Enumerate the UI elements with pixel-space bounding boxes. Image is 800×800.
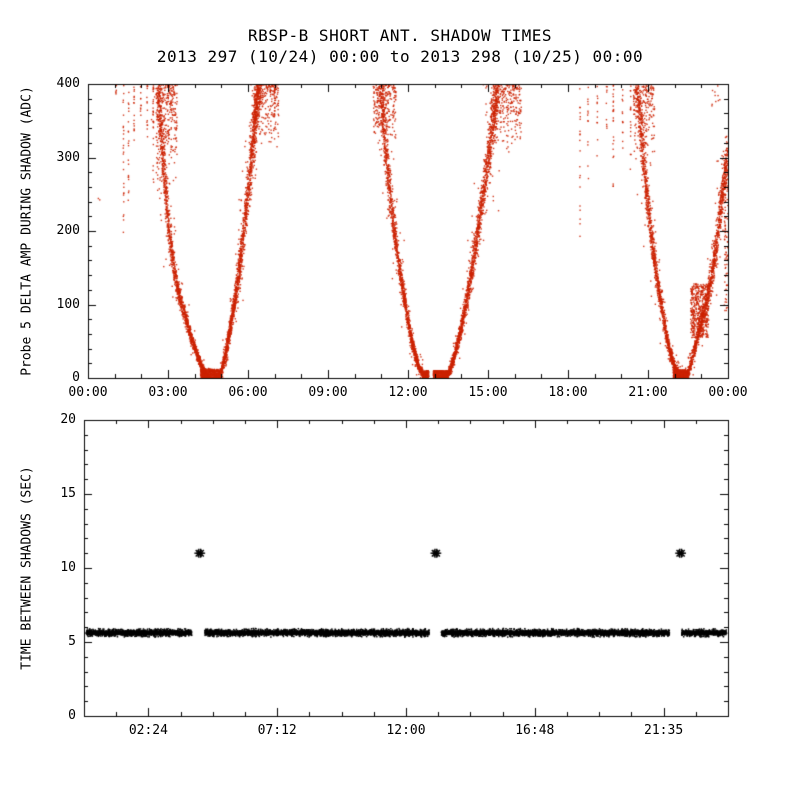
top-y-tick-label: 0 [72,370,80,385]
top-x-tick-label: 00:00 [68,385,108,400]
bottom-x-tick-label: 21:35 [644,723,684,738]
bottom-y-tick-label: 15 [60,486,76,501]
top-x-tick-label: 15:00 [468,385,508,400]
top-y-tick-label: 100 [56,296,80,312]
top-x-tick-label: 09:00 [308,385,348,400]
bottom-y-tick-label: 5 [68,634,76,649]
top-y-tick-label: 200 [56,223,80,238]
top-x-tick-label: 12:00 [388,385,428,400]
bottom-x-tick-label: 07:12 [257,723,297,738]
bottom-y-tick-label: 0 [68,708,76,723]
top-x-tick-label: 21:00 [628,385,668,400]
bottom-x-tick-label: 12:00 [386,723,426,738]
bottom-y-tick-label: 10 [60,560,76,575]
bottom-y-tick-label: 20 [60,412,76,427]
bottom-x-tick-label: 16:48 [515,723,555,738]
top-y-tick-label: 300 [56,149,80,165]
top-y-tick-label: 400 [56,76,80,91]
top-x-tick-label: 18:00 [548,385,588,400]
top-x-tick-label: 06:00 [228,385,268,400]
top-x-tick-label: 00:00 [708,385,748,400]
top-x-tick-label: 03:00 [148,385,188,400]
chart-title: RBSP-B SHORT ANT. SHADOW TIMES [248,26,552,45]
bottom-x-tick-label: 02:24 [128,723,168,738]
chart-subtitle: 2013 297 (10/24) 00:00 to 2013 298 (10/2… [156,47,644,66]
